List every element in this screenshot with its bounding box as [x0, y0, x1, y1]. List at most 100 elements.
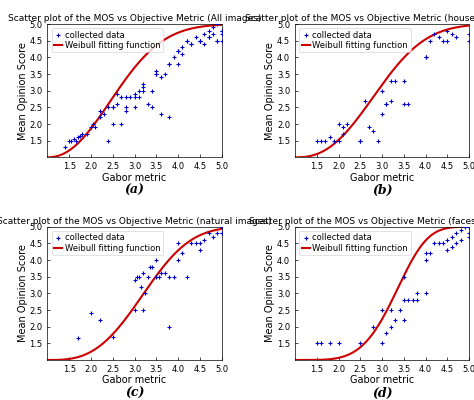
collected data [87, 310, 95, 316]
collected data [196, 38, 204, 44]
Weibull fitting function [349, 351, 355, 356]
collected data [422, 257, 429, 263]
collected data [153, 257, 160, 263]
collected data [131, 104, 138, 110]
collected data [214, 230, 221, 236]
Weibull fitting function [101, 340, 107, 345]
collected data [79, 131, 86, 137]
Title: Scatter plot of the MOS vs Objective Metric (All images): Scatter plot of the MOS vs Objective Met… [8, 14, 261, 23]
Weibull fitting function [361, 342, 367, 346]
collected data [322, 138, 329, 144]
collected data [335, 138, 342, 144]
collected data [426, 38, 434, 44]
collected data [174, 61, 182, 67]
collected data [370, 128, 377, 134]
collected data [448, 244, 456, 250]
collected data [179, 51, 186, 57]
collected data [387, 307, 395, 313]
Title: Scatter plot of the MOS vs Objective Metric (houses images): Scatter plot of the MOS vs Objective Met… [245, 14, 474, 23]
collected data [187, 41, 195, 47]
collected data [148, 88, 156, 94]
collected data [192, 240, 200, 246]
collected data [218, 224, 226, 230]
collected data [170, 274, 178, 280]
Weibull fitting function [402, 272, 408, 277]
X-axis label: Gabor metric: Gabor metric [350, 172, 414, 182]
collected data [183, 38, 191, 44]
collected data [90, 121, 97, 127]
collected data [404, 101, 412, 107]
collected data [70, 136, 77, 142]
collected data [448, 31, 456, 37]
collected data [192, 34, 200, 40]
collected data [430, 240, 438, 246]
collected data [444, 247, 451, 253]
collected data [183, 38, 191, 44]
Weibull fitting function [402, 54, 408, 59]
collected data [196, 38, 204, 44]
collected data [131, 277, 138, 283]
collected data [396, 307, 403, 313]
Weibull fitting function [361, 108, 367, 112]
collected data [201, 237, 208, 243]
collected data [409, 297, 416, 303]
collected data [131, 94, 138, 100]
Weibull fitting function [101, 108, 107, 112]
collected data [174, 257, 182, 263]
collected data [148, 264, 156, 270]
collected data [218, 230, 226, 236]
collected data [378, 307, 386, 313]
collected data [387, 324, 395, 330]
collected data [131, 91, 138, 97]
collected data [157, 270, 164, 276]
collected data [413, 290, 421, 296]
collected data [109, 104, 117, 110]
collected data [68, 138, 75, 144]
collected data [461, 224, 469, 230]
collected data [448, 234, 456, 240]
collected data [165, 274, 173, 280]
collected data [444, 237, 451, 243]
collected data [87, 124, 95, 130]
collected data [387, 78, 395, 84]
collected data [465, 234, 473, 240]
collected data [122, 104, 129, 110]
collected data [118, 94, 125, 100]
collected data [444, 38, 451, 44]
collected data [374, 138, 382, 144]
collected data [174, 48, 182, 54]
collected data [209, 234, 217, 240]
Line: Weibull fitting function: Weibull fitting function [47, 229, 222, 360]
collected data [183, 274, 191, 280]
Legend: collected data, Weibull fitting function: collected data, Weibull fitting function [52, 231, 163, 255]
collected data [422, 250, 429, 256]
collected data [170, 54, 178, 60]
Weibull fitting function [45, 358, 50, 362]
collected data [142, 290, 149, 296]
collected data [218, 38, 226, 44]
collected data [344, 121, 351, 127]
Text: (b): (b) [372, 184, 392, 197]
collected data [109, 334, 117, 340]
collected data [100, 111, 108, 117]
collected data [422, 54, 429, 60]
collected data [335, 340, 342, 346]
Legend: collected data, Weibull fitting function: collected data, Weibull fitting function [52, 28, 163, 52]
Weibull fitting function [154, 42, 160, 47]
collected data [465, 31, 473, 37]
collected data [313, 138, 320, 144]
collected data [457, 227, 465, 233]
collected data [317, 138, 325, 144]
Legend: collected data, Weibull fitting function: collected data, Weibull fitting function [299, 28, 410, 52]
collected data [65, 138, 73, 144]
collected data [383, 330, 390, 336]
Y-axis label: Mean Opinion Score: Mean Opinion Score [18, 244, 28, 342]
collected data [400, 101, 408, 107]
collected data [74, 335, 82, 342]
collected data [135, 94, 143, 100]
Weibull fitting function [65, 357, 71, 362]
collected data [452, 34, 460, 40]
collected data [133, 274, 140, 280]
Weibull fitting function [419, 40, 425, 44]
Weibull fitting function [171, 252, 177, 257]
